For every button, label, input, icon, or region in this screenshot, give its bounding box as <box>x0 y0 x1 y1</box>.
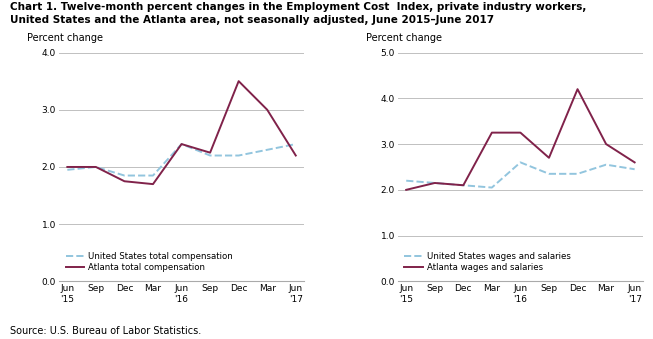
United States wages and salaries <box>402 179 410 183</box>
Atlanta wages and salaries <box>631 160 639 164</box>
Atlanta total compensation <box>263 108 271 112</box>
United States wages and salaries <box>631 167 639 171</box>
Atlanta total compensation <box>206 151 214 155</box>
Atlanta wages and salaries <box>545 156 553 160</box>
United States wages and salaries <box>431 181 439 185</box>
Atlanta total compensation <box>149 182 157 186</box>
Legend: United States wages and salaries, Atlanta wages and salaries: United States wages and salaries, Atlant… <box>404 252 571 273</box>
Atlanta total compensation <box>121 179 129 183</box>
Atlanta wages and salaries <box>460 183 468 187</box>
Atlanta wages and salaries <box>573 87 581 91</box>
Atlanta total compensation <box>63 165 71 169</box>
United States total compensation <box>263 148 271 152</box>
Atlanta wages and salaries <box>431 181 439 185</box>
United States wages and salaries <box>460 183 468 187</box>
United States wages and salaries <box>573 172 581 176</box>
Atlanta total compensation <box>92 165 100 169</box>
Text: Percent change: Percent change <box>27 34 103 43</box>
Atlanta total compensation <box>178 142 185 146</box>
United States wages and salaries <box>517 160 524 164</box>
Line: Atlanta wages and salaries: Atlanta wages and salaries <box>406 89 635 190</box>
Line: United States total compensation: United States total compensation <box>67 144 296 176</box>
Line: Atlanta total compensation: Atlanta total compensation <box>67 81 296 184</box>
Atlanta wages and salaries <box>488 131 496 135</box>
United States total compensation <box>178 142 185 146</box>
Text: Chart 1. Twelve-month percent changes in the Employment Cost  Index, private ind: Chart 1. Twelve-month percent changes in… <box>10 2 586 12</box>
Atlanta total compensation <box>234 79 242 83</box>
United States total compensation <box>149 174 157 178</box>
United States wages and salaries <box>602 163 610 167</box>
United States total compensation <box>234 154 242 158</box>
United States total compensation <box>292 142 300 146</box>
United States total compensation <box>92 165 100 169</box>
United States wages and salaries <box>488 185 496 190</box>
Legend: United States total compensation, Atlanta total compensation: United States total compensation, Atlant… <box>65 252 232 273</box>
Text: Source: U.S. Bureau of Labor Statistics.: Source: U.S. Bureau of Labor Statistics. <box>10 326 201 336</box>
United States total compensation <box>206 154 214 158</box>
United States wages and salaries <box>545 172 553 176</box>
Atlanta wages and salaries <box>602 142 610 146</box>
Line: United States wages and salaries: United States wages and salaries <box>406 162 635 187</box>
United States total compensation <box>121 174 129 178</box>
Text: United States and the Atlanta area, not seasonally adjusted, June 2015–June 2017: United States and the Atlanta area, not … <box>10 15 494 25</box>
Atlanta total compensation <box>292 154 300 158</box>
Atlanta wages and salaries <box>517 131 524 135</box>
Atlanta wages and salaries <box>402 188 410 192</box>
United States total compensation <box>63 168 71 172</box>
Text: Percent change: Percent change <box>366 34 441 43</box>
